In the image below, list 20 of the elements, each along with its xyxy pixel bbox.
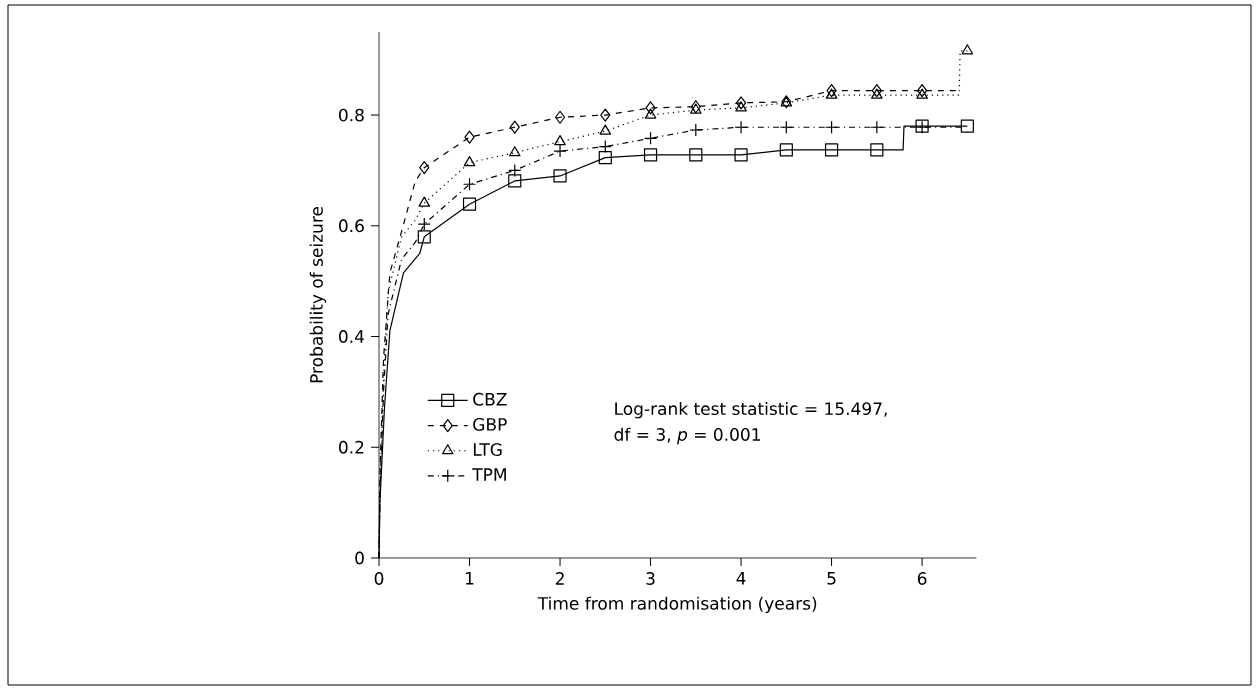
legend-label: GBP: [473, 417, 507, 431]
y-tick-label: 0.2: [339, 440, 364, 454]
x-tick-label: 5: [827, 572, 836, 585]
legend-label: CBZ: [473, 392, 507, 406]
annotation: Log-rank test statistic = 15.497,: [615, 401, 887, 419]
x-tick-label: 2: [555, 572, 564, 585]
annotation: df = 3, p = 0.001: [614, 427, 760, 445]
legend-label: TPM: [472, 468, 506, 481]
x-axis-title: Time from randomisation (years): [537, 596, 817, 614]
y-tick-label: 0.8: [339, 108, 364, 122]
legend-label: LTG: [473, 443, 502, 457]
y-tick-label: 0.6: [339, 219, 364, 233]
x-tick-label: 6: [917, 572, 927, 585]
x-tick-label: 0: [374, 572, 384, 585]
y-tick-label: 0: [355, 551, 364, 565]
y-tick-label: 0.4: [339, 330, 364, 343]
y-axis-title: Probability of seizure: [309, 206, 327, 383]
x-tick-label: 4: [736, 572, 746, 585]
x-tick-label: 3: [646, 572, 655, 585]
x-tick-label: 1: [466, 572, 474, 585]
